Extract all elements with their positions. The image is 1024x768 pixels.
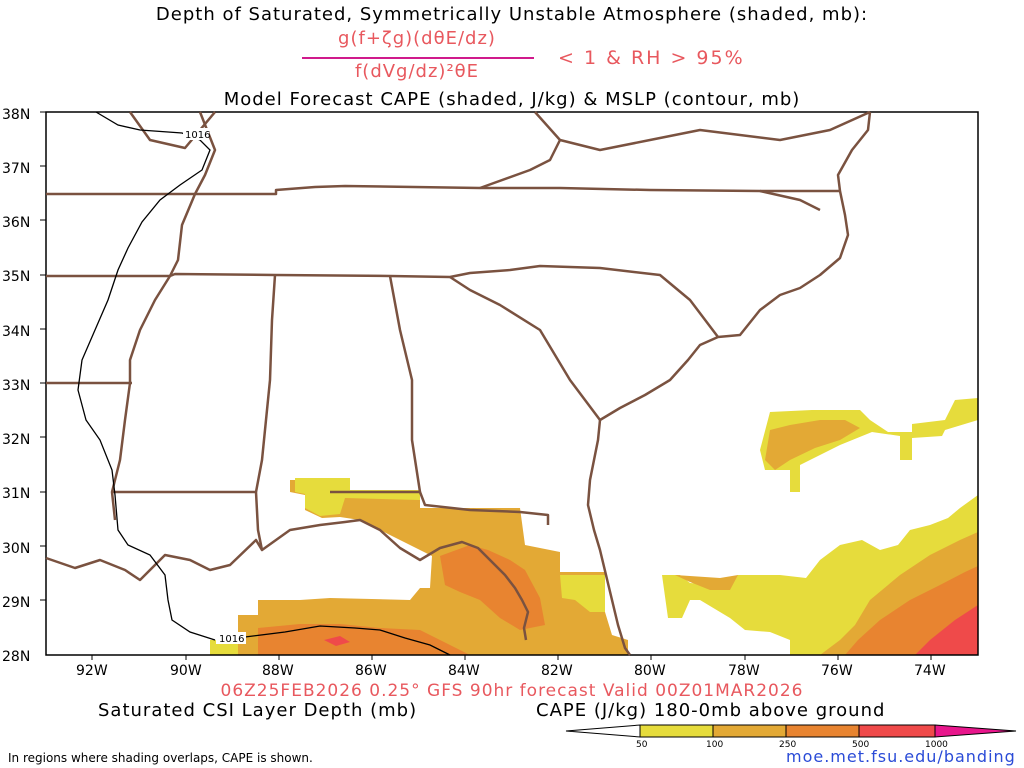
lon-label: 82W (541, 663, 573, 679)
title-line-1: Depth of Saturated, Symmetrically Unstab… (155, 4, 869, 25)
colorbar-tick: 50 (636, 740, 648, 750)
cape-region-atlantic-orange-n (765, 420, 860, 470)
state-boundaries (45, 110, 872, 656)
lat-label: 29N (2, 595, 30, 611)
isobar-label-south: 1016 (219, 634, 244, 645)
cape-region-red-2 (915, 605, 978, 655)
cape-region-red-1 (324, 636, 350, 646)
colorbar-250 (785, 724, 860, 738)
colorbar-tick: 1000 (925, 740, 948, 750)
fraction-bar (302, 57, 534, 59)
isobars (77, 111, 451, 656)
isobar-label-box-2 (216, 632, 246, 644)
cape-label: CAPE (J/kg) 180-0mb above ground (536, 700, 886, 721)
colorbar-50 (639, 724, 714, 738)
lon-label: 78W (728, 663, 760, 679)
overlap-note: In regions where shading overlaps, CAPE … (8, 751, 313, 765)
csi-layer-label: Saturated CSI Layer Depth (mb) (98, 700, 418, 721)
cape-region-fl-yellow (560, 575, 605, 612)
lat-label: 31N (2, 486, 30, 502)
lon-label: 88W (262, 663, 294, 679)
formula-denominator: f(dVg/dz)²θE (354, 61, 480, 82)
cape-region-gulf-yellow (295, 478, 420, 516)
lat-label: 33N (2, 378, 30, 394)
lon-label: 90W (170, 663, 202, 679)
lon-label: 76W (821, 663, 853, 679)
colorbar-tick: 250 (779, 740, 796, 750)
formula-numerator: g(f+ζg)(dθE/dz) (338, 28, 496, 49)
lon-label: 86W (355, 663, 387, 679)
lon-label: 80W (634, 663, 666, 679)
lat-label: 32N (2, 432, 30, 448)
isobar-label-north: 1016 (185, 130, 210, 141)
cape-shading (210, 398, 978, 655)
lat-label: 28N (2, 649, 30, 665)
cape-region-gulf-orange (440, 545, 545, 630)
colorbar-tick: 500 (852, 740, 869, 750)
colorbar-1000 (934, 724, 1017, 738)
isobar-label-box-1 (183, 128, 209, 140)
valid-time-line: 06Z25FEB2026 0.25° GFS 90hr forecast Val… (220, 681, 804, 701)
cape-colorbar: 50 100 250 500 1000 (565, 724, 1017, 750)
lat-label: 36N (2, 215, 30, 231)
source-url[interactable]: moe.met.fsu.edu/banding (786, 747, 1016, 766)
latitude-axis: 38N 37N 36N 35N 34N 33N 32N 31N 30N 29N … (2, 107, 30, 665)
lat-label: 30N (2, 541, 30, 557)
colorbar-100 (712, 724, 787, 738)
longitude-axis: 92W 90W 88W 86W 84W 82W 80W 78W 76W 74W (76, 663, 946, 679)
cape-region-fl-east (675, 575, 738, 590)
title-line-3: Model Forecast CAPE (shaded, J/kg) & MSL… (223, 89, 801, 110)
axis-ticks (40, 111, 932, 660)
lat-label: 34N (2, 324, 30, 340)
lon-label: 92W (76, 663, 108, 679)
lat-label: 38N (2, 107, 30, 123)
lat-label: 37N (2, 161, 30, 177)
cape-region-gulf-orange-2 (258, 624, 470, 655)
formula-condition: < 1 & RH > 95% (558, 47, 745, 69)
colorbar-tick: 100 (706, 740, 723, 750)
lon-label: 74W (914, 663, 946, 679)
lat-label: 35N (2, 269, 30, 285)
colorbar-white (565, 724, 641, 738)
lon-label: 84W (448, 663, 480, 679)
colorbar-500 (858, 724, 936, 738)
